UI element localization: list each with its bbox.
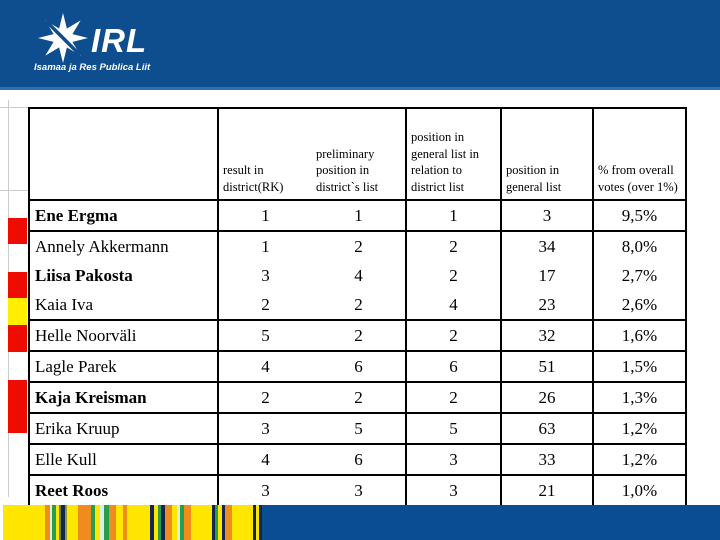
cell-value: 2 [312, 319, 407, 352]
cell-value: 51 [500, 350, 594, 383]
logo-tagline: Isamaa ja Res Publica Liit [34, 62, 151, 73]
table-row: Lagle Parek 4 6 6 51 1,5% [28, 350, 687, 383]
cell-value: 2,6% [592, 290, 687, 321]
decorative-stripe-bar [0, 505, 720, 540]
cell-value: 6 [405, 350, 502, 383]
results-table-container: result in district(RK) preliminary posit… [28, 107, 687, 507]
cell-value: 2 [405, 381, 502, 414]
candidate-name: Reet Roos [28, 474, 219, 507]
table-row: Helle Noorväli 5 2 2 32 1,6% [28, 319, 687, 352]
row-highlight-marker-helle [8, 298, 27, 325]
cell-value: 9,5% [592, 199, 687, 232]
cell-value: 1,6% [592, 319, 687, 352]
cell-value: 1 [405, 199, 502, 232]
cell-value: 1 [217, 199, 312, 232]
cell-value: 1,5% [592, 350, 687, 383]
cell-value: 33 [500, 443, 594, 476]
cell-value: 32 [500, 319, 594, 352]
cell-value: 4 [312, 261, 407, 290]
table-row: Reet Roos 3 3 3 21 1,0% [28, 474, 687, 507]
cell-value: 3 [405, 443, 502, 476]
cell-value: 5 [217, 319, 312, 352]
table-header-row: result in district(RK) preliminary posit… [28, 107, 687, 201]
cell-value: 2 [405, 319, 502, 352]
cell-value: 3 [312, 474, 407, 507]
cell-value: 26 [500, 381, 594, 414]
cell-value: 6 [312, 443, 407, 476]
cell-value: 63 [500, 412, 594, 445]
column-header-percent-votes: % from overall votes (over 1%) [592, 107, 687, 201]
cell-value: 2 [405, 230, 502, 261]
cell-value: 6 [312, 350, 407, 383]
cell-value: 23 [500, 290, 594, 321]
table-row: Liisa Pakosta 3 4 2 17 2,7% [28, 261, 687, 290]
cell-value: 1 [217, 230, 312, 261]
candidate-name: Elle Kull [28, 443, 219, 476]
cell-value: 1 [312, 199, 407, 232]
column-header-preliminary-position: preliminary position in district`s list [312, 107, 407, 201]
cell-value: 5 [312, 412, 407, 445]
cell-value: 1,2% [592, 443, 687, 476]
candidate-name: Lagle Parek [28, 350, 219, 383]
candidate-name: Helle Noorväli [28, 319, 219, 352]
cell-value: 2 [217, 290, 312, 321]
candidate-name: Liisa Pakosta [28, 261, 219, 290]
header-bar: IRL Isamaa ja Res Publica Liit [0, 0, 720, 90]
cell-value: 5 [405, 412, 502, 445]
cell-value: 17 [500, 261, 594, 290]
cell-value: 21 [500, 474, 594, 507]
table-row: Elle Kull 4 6 3 33 1,2% [28, 443, 687, 476]
cell-value: 1,3% [592, 381, 687, 414]
column-header-result-district: result in district(RK) [217, 107, 312, 201]
table-row: Kaja Kreisman 2 2 2 26 1,3% [28, 381, 687, 414]
cell-value: 2 [312, 381, 407, 414]
column-header-name [28, 107, 219, 201]
cell-value: 3 [500, 199, 594, 232]
row-highlight-marker-annely [8, 218, 27, 244]
cell-value: 3 [217, 261, 312, 290]
slide-guide-tick [0, 107, 28, 108]
cell-value: 4 [217, 350, 312, 383]
cell-value: 2 [405, 261, 502, 290]
cell-value: 2 [312, 290, 407, 321]
cell-value: 8,0% [592, 230, 687, 261]
row-highlight-marker-erika-elle [8, 380, 27, 433]
cell-value: 4 [405, 290, 502, 321]
candidate-name: Erika Kruup [28, 412, 219, 445]
cell-value: 3 [217, 412, 312, 445]
candidate-name: Annely Akkermann [28, 230, 219, 261]
cell-value: 3 [405, 474, 502, 507]
slide-guide-tick [0, 190, 28, 191]
table-row: Ene Ergma 1 1 1 3 9,5% [28, 199, 687, 232]
results-table: result in district(RK) preliminary posit… [28, 107, 687, 507]
column-header-general-list: position in general list [500, 107, 594, 201]
irl-star-logo-icon [38, 13, 88, 63]
table-row: Kaia Iva 2 2 4 23 2,6% [28, 290, 687, 321]
cell-value: 2 [312, 230, 407, 261]
cell-value: 2,7% [592, 261, 687, 290]
row-highlight-marker-lagle [8, 325, 27, 352]
cell-value: 1,0% [592, 474, 687, 507]
column-header-general-vs-district: position in general list in relation to … [405, 107, 502, 201]
candidate-name: Kaia Iva [28, 290, 219, 321]
row-highlight-marker-kaia [8, 272, 27, 298]
cell-value: 3 [217, 474, 312, 507]
table-row: Annely Akkermann 1 2 2 34 8,0% [28, 230, 687, 261]
logo-text: IRL [91, 22, 148, 59]
cell-value: 34 [500, 230, 594, 261]
candidate-name: Kaja Kreisman [28, 381, 219, 414]
candidate-name: Ene Ergma [28, 199, 219, 232]
cell-value: 1,2% [592, 412, 687, 445]
cell-value: 2 [217, 381, 312, 414]
table-row: Erika Kruup 3 5 5 63 1,2% [28, 412, 687, 445]
cell-value: 4 [217, 443, 312, 476]
